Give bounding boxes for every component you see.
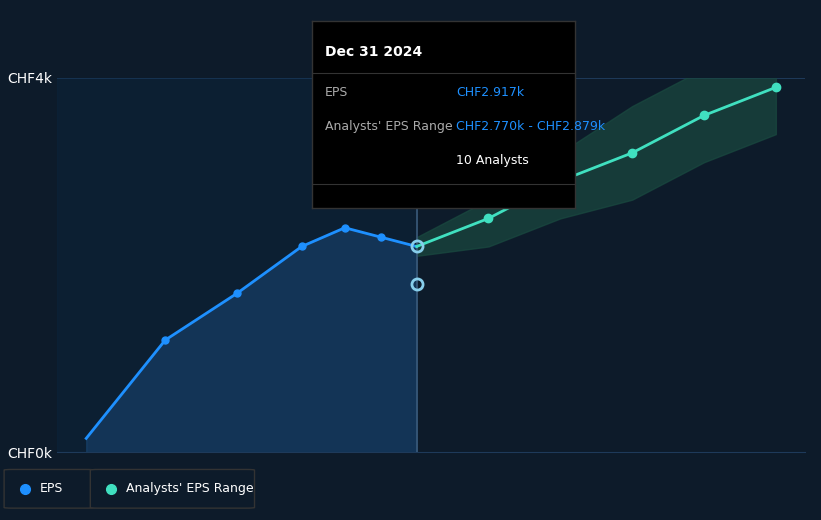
Text: CHF2.770k - CHF2.879k: CHF2.770k - CHF2.879k — [456, 120, 606, 133]
FancyBboxPatch shape — [4, 470, 94, 508]
Text: 10 Analysts: 10 Analysts — [456, 154, 530, 167]
Text: EPS: EPS — [325, 86, 348, 99]
Text: Analysts' EPS Range: Analysts' EPS Range — [126, 483, 253, 495]
Bar — [57, 78, 416, 452]
Text: Actual: Actual — [374, 106, 414, 119]
Text: Analysts Forecasts: Analysts Forecasts — [420, 106, 536, 119]
Text: Analysts' EPS Range: Analysts' EPS Range — [325, 120, 452, 133]
Text: Dec 31 2024: Dec 31 2024 — [325, 45, 422, 59]
Text: CHF2.917k: CHF2.917k — [456, 86, 525, 99]
FancyBboxPatch shape — [90, 470, 255, 508]
Text: EPS: EPS — [39, 483, 62, 495]
